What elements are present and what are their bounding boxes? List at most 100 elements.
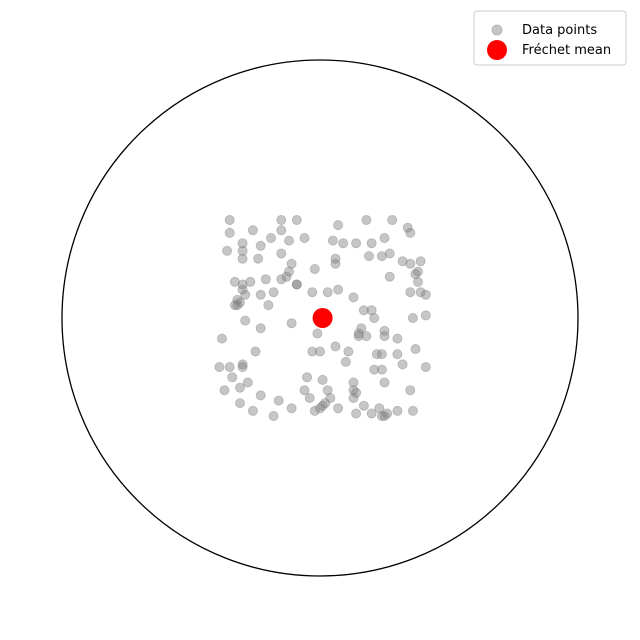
- legend-frame: [473, 10, 627, 66]
- data-point: [227, 372, 238, 383]
- data-point: [224, 361, 235, 372]
- data-point: [351, 238, 362, 249]
- data-point: [299, 385, 310, 396]
- data-point: [369, 364, 380, 375]
- data-point: [415, 256, 426, 267]
- data-point: [291, 279, 302, 290]
- data-point: [234, 398, 245, 409]
- data-point: [348, 292, 359, 303]
- data-point: [307, 287, 318, 298]
- data-point: [338, 238, 349, 249]
- data-point: [361, 214, 372, 225]
- data-point: [229, 300, 240, 311]
- data-point: [312, 328, 323, 339]
- data-point: [317, 374, 328, 385]
- data-point: [327, 235, 338, 246]
- data-point: [237, 279, 248, 290]
- data-point: [214, 361, 225, 372]
- data-point: [333, 284, 344, 295]
- data-point: [240, 315, 251, 326]
- data-point: [237, 245, 248, 256]
- data-point: [397, 359, 408, 370]
- data-point: [361, 331, 372, 342]
- data-point: [410, 269, 421, 280]
- data-point: [255, 390, 266, 401]
- data-point: [224, 227, 235, 238]
- data-point: [366, 305, 377, 316]
- data-point: [299, 232, 310, 243]
- data-point: [322, 385, 333, 396]
- data-point: [250, 346, 261, 357]
- data-point: [351, 387, 362, 398]
- data-point: [402, 222, 413, 233]
- data-point: [333, 220, 344, 231]
- data-point: [353, 328, 364, 339]
- data-point: [384, 248, 395, 259]
- data-point: [234, 297, 245, 308]
- data-point: [405, 258, 416, 269]
- data-point: [304, 392, 315, 403]
- data-point: [281, 271, 292, 282]
- data-point: [407, 312, 418, 323]
- data-point: [376, 349, 387, 360]
- data-point: [379, 331, 390, 342]
- data-point: [229, 276, 240, 287]
- data-point: [314, 403, 325, 414]
- data-point: [384, 271, 395, 282]
- data-point: [237, 361, 248, 372]
- data-point: [363, 251, 374, 262]
- data-point: [415, 287, 426, 298]
- data-point: [309, 263, 320, 274]
- data-point: [286, 258, 297, 269]
- data-point: [376, 364, 387, 375]
- data-point: [387, 214, 398, 225]
- data-point: [309, 405, 320, 416]
- data-point: [371, 349, 382, 360]
- data-point: [374, 403, 385, 414]
- data-point: [237, 238, 248, 249]
- data-point: [237, 359, 248, 370]
- frechet-mean-layer: [312, 308, 333, 328]
- data-point: [392, 405, 403, 416]
- data-point: [320, 398, 331, 409]
- data-point: [348, 377, 359, 388]
- data-point: [343, 346, 354, 357]
- data-point: [222, 245, 233, 256]
- data-point: [330, 258, 341, 269]
- data-point: [379, 377, 390, 388]
- data-point: [351, 408, 362, 419]
- data-point: [268, 287, 279, 298]
- data-point: [376, 251, 387, 262]
- data-point: [276, 274, 287, 285]
- data-points-layer: [214, 214, 431, 421]
- data-point: [382, 408, 393, 419]
- data-point: [302, 372, 313, 383]
- data-point: [420, 310, 431, 321]
- data-point: [224, 214, 235, 225]
- data-point: [358, 305, 369, 316]
- data-point: [358, 400, 369, 411]
- data-point: [356, 323, 367, 334]
- data-point: [353, 331, 364, 342]
- legend-label-frechet-mean: Fréchet mean: [522, 43, 611, 58]
- data-point: [276, 225, 287, 236]
- legend-label-data-points: Data points: [522, 23, 597, 38]
- data-point: [276, 214, 287, 225]
- data-point: [286, 403, 297, 414]
- frechet-mean-point: [312, 308, 333, 328]
- data-point: [291, 279, 302, 290]
- data-point: [283, 235, 294, 246]
- data-point: [232, 294, 243, 305]
- data-point: [330, 253, 341, 264]
- data-point: [392, 333, 403, 344]
- data-point: [405, 385, 416, 396]
- data-point: [410, 343, 421, 354]
- data-point: [216, 333, 227, 344]
- data-point: [322, 287, 333, 298]
- data-point: [379, 410, 390, 421]
- data-point: [255, 289, 266, 300]
- data-point: [286, 318, 297, 329]
- data-point: [314, 346, 325, 357]
